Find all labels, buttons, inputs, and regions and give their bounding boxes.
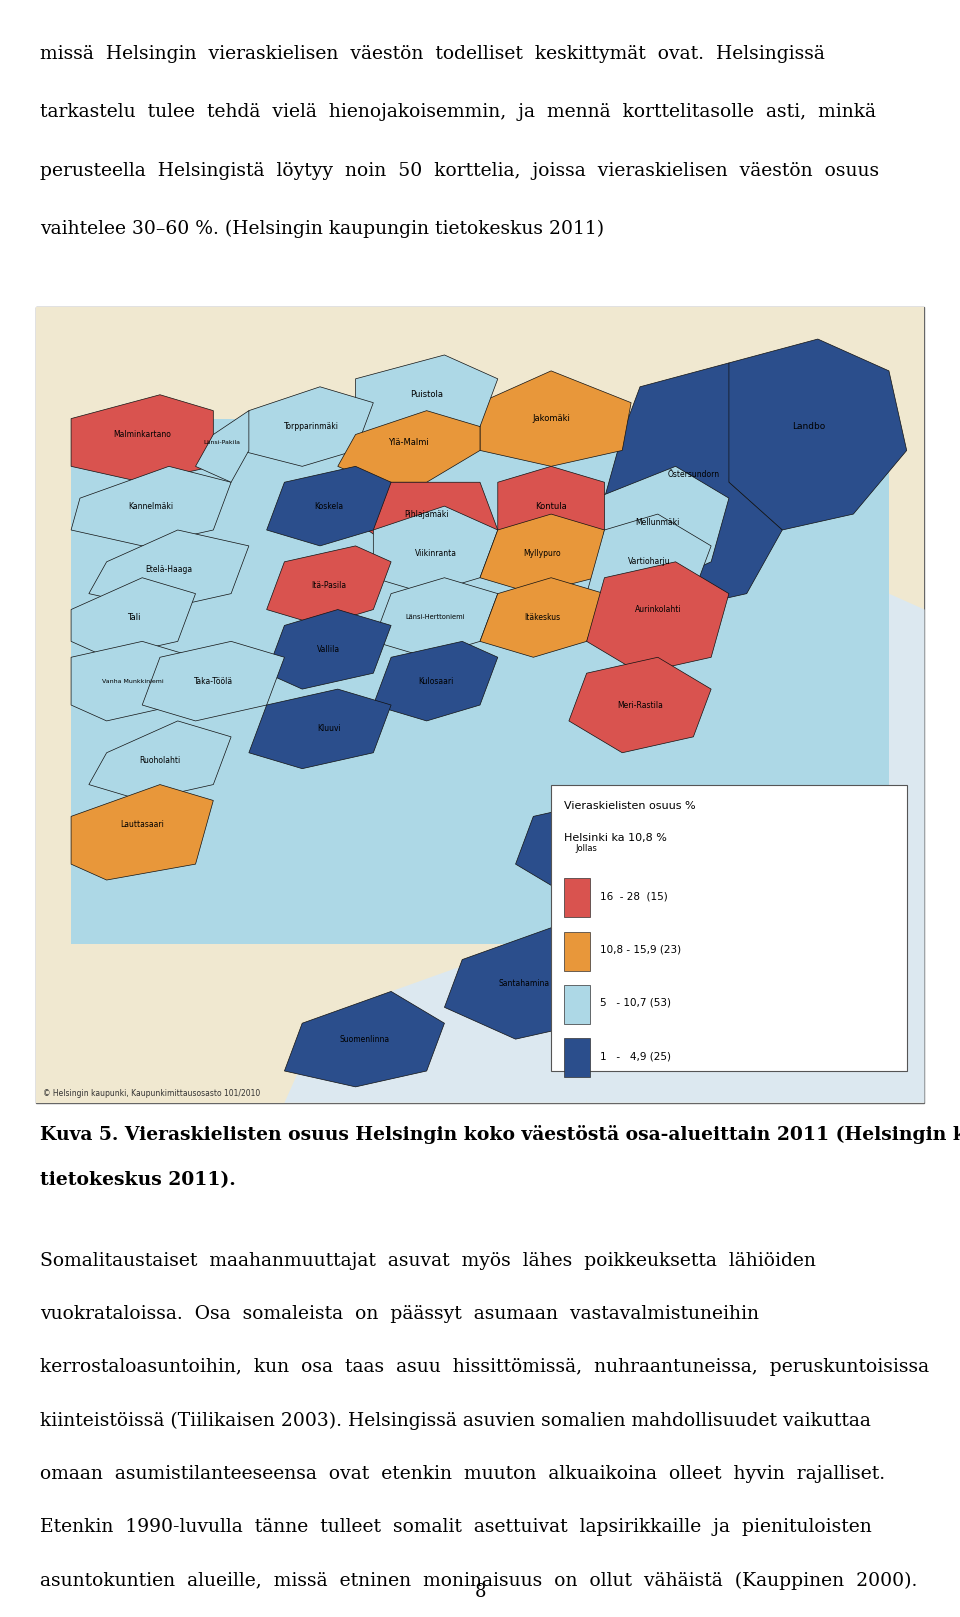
Text: Länsi-Pakila: Länsi-Pakila bbox=[204, 440, 241, 445]
Polygon shape bbox=[595, 466, 729, 585]
Text: Vallila: Vallila bbox=[318, 645, 341, 653]
Text: Jollas: Jollas bbox=[576, 844, 598, 852]
Text: 16  - 28  (15): 16 - 28 (15) bbox=[600, 891, 668, 901]
Polygon shape bbox=[587, 514, 711, 610]
Polygon shape bbox=[71, 577, 196, 657]
Text: Kuva 5. Vieraskielisten osuus Helsingin koko väestöstä osa-alueittain 2011 (Hels: Kuva 5. Vieraskielisten osuus Helsingin … bbox=[40, 1125, 960, 1145]
Text: Aurinkolahti: Aurinkolahti bbox=[635, 605, 681, 614]
Text: 10,8 - 15,9 (23): 10,8 - 15,9 (23) bbox=[600, 944, 682, 954]
Polygon shape bbox=[569, 561, 924, 1103]
Polygon shape bbox=[373, 577, 498, 657]
Polygon shape bbox=[338, 411, 480, 482]
Text: omaan  asumistilanteeseensa  ovat  etenkin  muuton  alkuaikoina  olleet  hyvin  : omaan asumistilanteeseensa ovat etenkin … bbox=[40, 1465, 885, 1483]
Polygon shape bbox=[89, 530, 249, 610]
Polygon shape bbox=[373, 506, 498, 593]
Text: Vanha Munkkiniemi: Vanha Munkkiniemi bbox=[103, 679, 164, 684]
Text: Itä-Pasila: Itä-Pasila bbox=[311, 581, 347, 590]
Polygon shape bbox=[89, 721, 231, 800]
Text: Kulosaari: Kulosaari bbox=[418, 676, 453, 686]
Bar bbox=[564, 985, 590, 1024]
Polygon shape bbox=[498, 466, 605, 547]
Text: 5   - 10,7 (53): 5 - 10,7 (53) bbox=[600, 998, 671, 1007]
Text: perusteella  Helsingistä  löytyy  noin  50  korttelia,  joissa  vieraskielisen  : perusteella Helsingistä löytyy noin 50 k… bbox=[40, 162, 879, 179]
Text: Pihlajamäki: Pihlajamäki bbox=[404, 509, 449, 519]
Text: Meri-Rastila: Meri-Rastila bbox=[617, 700, 663, 710]
Bar bbox=[564, 1038, 590, 1077]
Bar bbox=[551, 784, 906, 1070]
Text: Etenkin  1990-luvulla  tänne  tulleet  somalit  asettuivat  lapsirikkaille  ja  : Etenkin 1990-luvulla tänne tulleet somal… bbox=[40, 1518, 872, 1536]
Text: Itäkeskus: Itäkeskus bbox=[524, 613, 561, 623]
Polygon shape bbox=[142, 642, 284, 721]
Text: Länsi-Herttoniemi: Länsi-Herttoniemi bbox=[406, 614, 466, 621]
Polygon shape bbox=[373, 642, 498, 721]
Text: Landbo: Landbo bbox=[792, 422, 826, 432]
Text: Helsinki ka 10,8 %: Helsinki ka 10,8 % bbox=[564, 833, 666, 842]
Polygon shape bbox=[480, 370, 631, 466]
Text: Taka-Töölä: Taka-Töölä bbox=[194, 676, 233, 686]
Polygon shape bbox=[71, 419, 889, 944]
Polygon shape bbox=[605, 362, 782, 610]
Text: Kontula: Kontula bbox=[536, 501, 567, 511]
Polygon shape bbox=[71, 642, 196, 721]
Polygon shape bbox=[71, 784, 213, 880]
Text: 8: 8 bbox=[474, 1583, 486, 1601]
Text: vaihtelee 30–60 %. (Helsingin kaupungin tietokeskus 2011): vaihtelee 30–60 %. (Helsingin kaupungin … bbox=[40, 220, 605, 238]
Text: Vartioharju: Vartioharju bbox=[628, 558, 670, 566]
Text: Somalitaustaiset  maahanmuuttajat  asuvat  myös  lähes  poikkeuksetta  lähiöiden: Somalitaustaiset maahanmuuttajat asuvat … bbox=[40, 1252, 816, 1269]
Bar bbox=[36, 307, 924, 1103]
Text: Suomenlinna: Suomenlinna bbox=[340, 1035, 390, 1043]
Polygon shape bbox=[480, 514, 605, 593]
Text: Malminkartano: Malminkartano bbox=[113, 430, 171, 440]
Text: missä  Helsingin  vieraskielisen  väestön  todelliset  keskittymät  ovat.  Helsi: missä Helsingin vieraskielisen väestön t… bbox=[40, 45, 826, 63]
Text: Santahamina: Santahamina bbox=[499, 978, 550, 988]
Text: Tali: Tali bbox=[127, 613, 140, 623]
Text: Kannelmäki: Kannelmäki bbox=[129, 501, 174, 511]
Polygon shape bbox=[36, 307, 924, 1103]
Polygon shape bbox=[71, 466, 231, 547]
Text: kiinteistöissä (Tiilikaisen 2003). Helsingissä asuvien somalien mahdollisuudet v: kiinteistöissä (Tiilikaisen 2003). Helsi… bbox=[40, 1412, 871, 1429]
Text: Koskela: Koskela bbox=[314, 501, 344, 511]
Text: kerrostaloasuntoihin,  kun  osa  taas  asuu  hissittömissä,  nuhraantuneissa,  p: kerrostaloasuntoihin, kun osa taas asuu … bbox=[40, 1358, 929, 1376]
Polygon shape bbox=[267, 547, 391, 626]
Text: Etelä-Haaga: Etelä-Haaga bbox=[145, 566, 192, 574]
Bar bbox=[564, 931, 590, 970]
Polygon shape bbox=[711, 340, 906, 530]
Polygon shape bbox=[71, 395, 213, 482]
Text: tietokeskus 2011).: tietokeskus 2011). bbox=[40, 1171, 236, 1188]
Polygon shape bbox=[480, 577, 605, 657]
Text: 1   -   4,9 (25): 1 - 4,9 (25) bbox=[600, 1051, 671, 1061]
Text: asuntokuntien  alueille,  missä  etninen  moninaisuus  on  ollut  vähäistä  (Kau: asuntokuntien alueille, missä etninen mo… bbox=[40, 1572, 918, 1590]
Polygon shape bbox=[249, 689, 391, 768]
Text: Viikinranta: Viikinranta bbox=[415, 550, 457, 558]
Polygon shape bbox=[267, 466, 391, 547]
Text: Ruoholahti: Ruoholahti bbox=[139, 757, 180, 765]
Text: Myllypuro: Myllypuro bbox=[523, 550, 561, 558]
Polygon shape bbox=[284, 991, 444, 1087]
Polygon shape bbox=[355, 356, 498, 443]
Text: Östersundorn: Östersundorn bbox=[667, 471, 719, 479]
Text: Puistola: Puistola bbox=[410, 390, 444, 399]
Polygon shape bbox=[587, 561, 729, 673]
Polygon shape bbox=[355, 482, 498, 555]
Text: Jakomäki: Jakomäki bbox=[532, 414, 570, 424]
Text: Lauttasaari: Lauttasaari bbox=[120, 820, 164, 830]
Polygon shape bbox=[284, 959, 587, 1103]
Polygon shape bbox=[444, 928, 605, 1040]
Text: Torpparinmäki: Torpparinmäki bbox=[283, 422, 339, 432]
Polygon shape bbox=[569, 657, 711, 754]
Polygon shape bbox=[196, 411, 249, 482]
Text: Kluuvi: Kluuvi bbox=[317, 724, 341, 734]
Polygon shape bbox=[267, 610, 391, 689]
Text: vuokrataloissa.  Osa  somaleista  on  päässyt  asumaan  vastavalmistuneihin: vuokrataloissa. Osa somaleista on päässy… bbox=[40, 1305, 759, 1323]
Text: Mellunmäki: Mellunmäki bbox=[636, 517, 680, 527]
Text: Ylä-Malmi: Ylä-Malmi bbox=[389, 438, 429, 446]
Bar bbox=[564, 878, 590, 917]
Polygon shape bbox=[240, 386, 373, 466]
Polygon shape bbox=[516, 800, 658, 896]
Text: Vieraskielisten osuus %: Vieraskielisten osuus % bbox=[564, 800, 695, 810]
Text: © Helsingin kaupunki, Kaupunkimittausosasto 101/2010: © Helsingin kaupunki, Kaupunkimittausosa… bbox=[43, 1088, 260, 1098]
Text: tarkastelu  tulee  tehdä  vielä  hienojakoisemmin,  ja  mennä  korttelitasolle  : tarkastelu tulee tehdä vielä hienojakois… bbox=[40, 103, 876, 121]
